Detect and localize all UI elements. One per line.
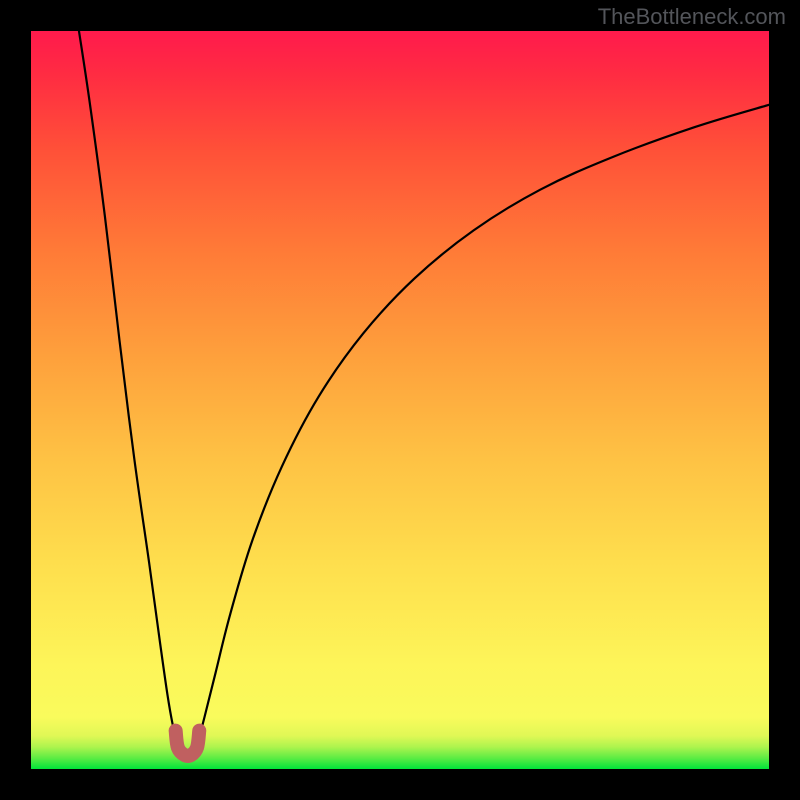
watermark-text: TheBottleneck.com	[598, 4, 786, 30]
plot-background	[31, 31, 769, 769]
chart-svg	[0, 0, 800, 800]
bottleneck-chart: TheBottleneck.com	[0, 0, 800, 800]
